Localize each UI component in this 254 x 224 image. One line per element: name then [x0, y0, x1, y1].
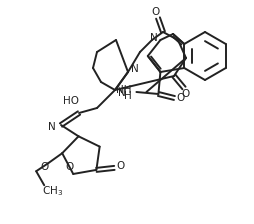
Text: N: N — [131, 64, 139, 74]
Text: N: N — [118, 88, 126, 98]
Text: N: N — [150, 33, 157, 43]
Text: O: O — [176, 93, 185, 103]
Text: N: N — [48, 122, 56, 132]
Text: CH$_3$: CH$_3$ — [42, 184, 63, 198]
Text: O: O — [116, 161, 124, 171]
Text: O: O — [66, 162, 74, 172]
Text: O: O — [40, 162, 48, 172]
Text: O: O — [151, 7, 159, 17]
Text: O: O — [182, 89, 190, 99]
Text: H: H — [124, 91, 131, 101]
Text: NH: NH — [116, 85, 131, 95]
Text: HO: HO — [63, 96, 79, 106]
